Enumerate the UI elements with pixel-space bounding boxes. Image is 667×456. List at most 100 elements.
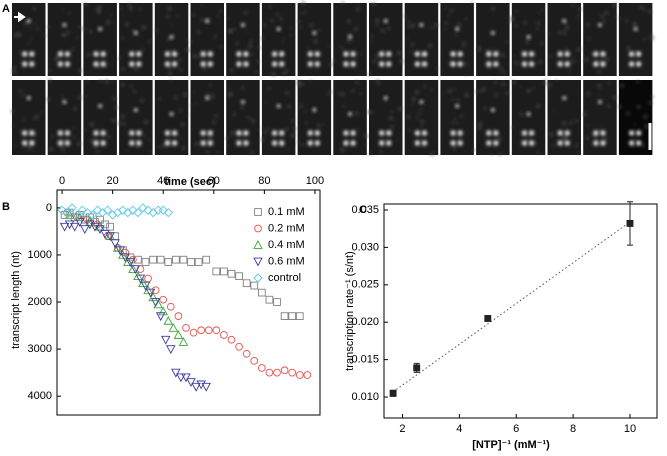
y-axis-label: transcription rate⁻¹ (s/nt)	[344, 251, 356, 371]
spot	[200, 61, 206, 67]
spot	[379, 130, 385, 136]
noise	[291, 118, 295, 123]
spot	[455, 104, 460, 108]
noise	[43, 34, 47, 37]
spot	[200, 140, 206, 146]
noise	[304, 121, 308, 125]
plot-frame	[383, 203, 658, 419]
noise	[411, 97, 417, 102]
noise	[300, 25, 303, 29]
noise	[475, 89, 479, 94]
marker	[64, 210, 75, 219]
noise	[202, 66, 207, 71]
spot	[240, 23, 245, 27]
noise	[18, 50, 22, 54]
y-tick-label: 0	[46, 202, 52, 214]
marker	[191, 382, 201, 392]
frame	[404, 3, 439, 76]
noise	[313, 39, 318, 44]
noise	[407, 24, 411, 29]
noise	[225, 136, 229, 140]
noise	[104, 79, 110, 84]
noise	[29, 37, 33, 40]
noise	[514, 10, 518, 13]
noise	[460, 113, 464, 117]
noise	[355, 57, 358, 61]
spot	[129, 130, 135, 136]
marker	[204, 326, 213, 335]
spot	[100, 140, 106, 146]
spot	[93, 140, 99, 146]
noise	[326, 93, 330, 96]
noise	[264, 101, 267, 104]
noise	[107, 134, 112, 139]
marker	[141, 258, 150, 266]
legend-label: 0.4 mM	[268, 239, 305, 251]
noise	[598, 129, 602, 132]
noise	[139, 98, 145, 103]
noise	[505, 40, 508, 44]
noise	[167, 6, 173, 11]
marker	[182, 324, 190, 332]
noise	[375, 79, 381, 84]
noise	[195, 102, 198, 105]
spot	[314, 51, 320, 57]
noise	[359, 92, 363, 95]
noise	[229, 68, 234, 73]
noise	[206, 151, 210, 155]
marker	[105, 232, 115, 242]
noise	[456, 98, 460, 102]
noise	[465, 74, 468, 77]
y-axis-label: transcript length (nt)	[10, 251, 22, 349]
spot	[597, 100, 602, 104]
x-tick-label: 60	[208, 175, 220, 187]
marker	[145, 288, 156, 298]
noise	[641, 143, 645, 148]
noise	[633, 137, 637, 141]
noise	[284, 90, 289, 96]
spot	[379, 140, 385, 146]
spot	[29, 61, 35, 67]
noise	[18, 89, 23, 93]
noise	[26, 145, 32, 151]
x-tick-label: 40	[157, 175, 169, 187]
y-tick-label: 2000	[28, 296, 52, 308]
noise	[208, 135, 213, 140]
noise	[523, 20, 528, 25]
noise	[602, 19, 606, 24]
noise	[636, 104, 641, 109]
spot	[343, 51, 349, 57]
noise	[112, 96, 117, 101]
noise	[179, 67, 183, 72]
noise	[604, 10, 609, 16]
spot	[64, 51, 71, 57]
frame	[297, 80, 332, 155]
noise	[219, 9, 223, 13]
marker	[80, 225, 90, 235]
spot	[557, 51, 563, 57]
spot	[314, 61, 320, 67]
marker	[153, 299, 163, 309]
noise	[346, 19, 352, 24]
noise	[14, 144, 17, 147]
noise	[417, 112, 421, 116]
noise	[502, 71, 506, 75]
marker	[101, 220, 109, 229]
spot	[629, 51, 635, 57]
spot	[383, 19, 388, 23]
noise	[585, 136, 590, 140]
spot	[414, 140, 421, 146]
noise	[209, 94, 215, 100]
noise	[110, 81, 113, 84]
marker	[150, 298, 161, 307]
noise	[135, 145, 140, 149]
noise	[263, 130, 268, 135]
noise	[513, 55, 517, 58]
spot	[57, 140, 64, 146]
noise	[584, 57, 589, 63]
noise	[36, 27, 40, 31]
marker	[172, 255, 180, 264]
noise	[606, 103, 611, 108]
noise	[598, 59, 602, 63]
